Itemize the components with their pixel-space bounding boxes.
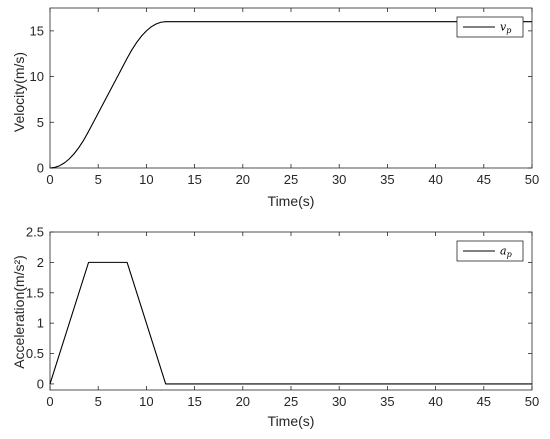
- velocity-legend-label: vp: [500, 21, 511, 36]
- velocity-xtick-label: 25: [284, 172, 298, 187]
- acceleration-ytick-label: 1.5: [26, 285, 44, 300]
- acceleration-xtick-label: 15: [187, 394, 201, 409]
- velocity-ytick-label: 15: [30, 23, 44, 38]
- velocity-xtick-label: 0: [46, 172, 53, 187]
- velocity-xtick-label: 40: [428, 172, 442, 187]
- velocity-xtick-label: 45: [477, 172, 491, 187]
- velocity-xtick-label: 30: [332, 172, 346, 187]
- velocity-xtick-label: 10: [139, 172, 153, 187]
- velocity-legend-sub: p: [506, 26, 511, 35]
- velocity-legend-main: v: [500, 21, 507, 34]
- velocity-ytick-label: 10: [30, 69, 44, 84]
- acceleration-ytick-label: 2: [37, 255, 44, 270]
- acceleration-ytick-label: 1: [37, 316, 44, 331]
- acceleration-legend-label: ap: [500, 245, 512, 260]
- acceleration-series-line: [49, 261, 532, 385]
- acceleration-xtick-label: 40: [428, 394, 442, 409]
- acceleration-xtick-label: 10: [139, 394, 153, 409]
- velocity-ytick-label: 0: [37, 161, 44, 176]
- velocity-xlabel: Time(s): [268, 193, 315, 209]
- acceleration-ytick-label: 2.5: [26, 225, 44, 240]
- velocity-xtick-label: 35: [380, 172, 394, 187]
- velocity-xtick-label: 15: [187, 172, 201, 187]
- acceleration-xlabel: Time(s): [268, 413, 315, 429]
- acceleration-ytick-label: 0.5: [26, 346, 44, 361]
- acceleration-xtick-label: 50: [525, 394, 539, 409]
- velocity-ylabel: Velocity(m/s): [11, 52, 27, 132]
- acceleration-legend-sub: p: [507, 250, 512, 259]
- acceleration-xtick-label: 20: [236, 394, 250, 409]
- velocity-xtick-label: 50: [525, 172, 539, 187]
- acceleration-legend-main: a: [500, 245, 507, 258]
- acceleration-xtick-label: 30: [332, 394, 346, 409]
- acceleration-xtick-label: 5: [95, 394, 102, 409]
- acceleration-xtick-label: 35: [380, 394, 394, 409]
- acceleration-ylabel: Acceleration(m/s²): [11, 255, 27, 369]
- acceleration-xtick-label: 0: [46, 394, 53, 409]
- velocity-chart: Time(s) Velocity(m/s) 0 5 10 15 20 25 30 35 40 45…: [11, 7, 539, 209]
- acceleration-chart: Time(s) Acceleration(m/s²) 0 5 10 15 20 25 30 3…: [11, 225, 539, 430]
- acceleration-ytick-label: 0: [37, 376, 44, 391]
- velocity-ytick-label: 5: [37, 115, 44, 130]
- acceleration-xtick-label: 25: [284, 394, 298, 409]
- velocity-xtick-label: 5: [95, 172, 102, 187]
- velocity-xtick-label: 20: [236, 172, 250, 187]
- velocity-series-line: [49, 21, 532, 169]
- acceleration-xtick-label: 45: [477, 394, 491, 409]
